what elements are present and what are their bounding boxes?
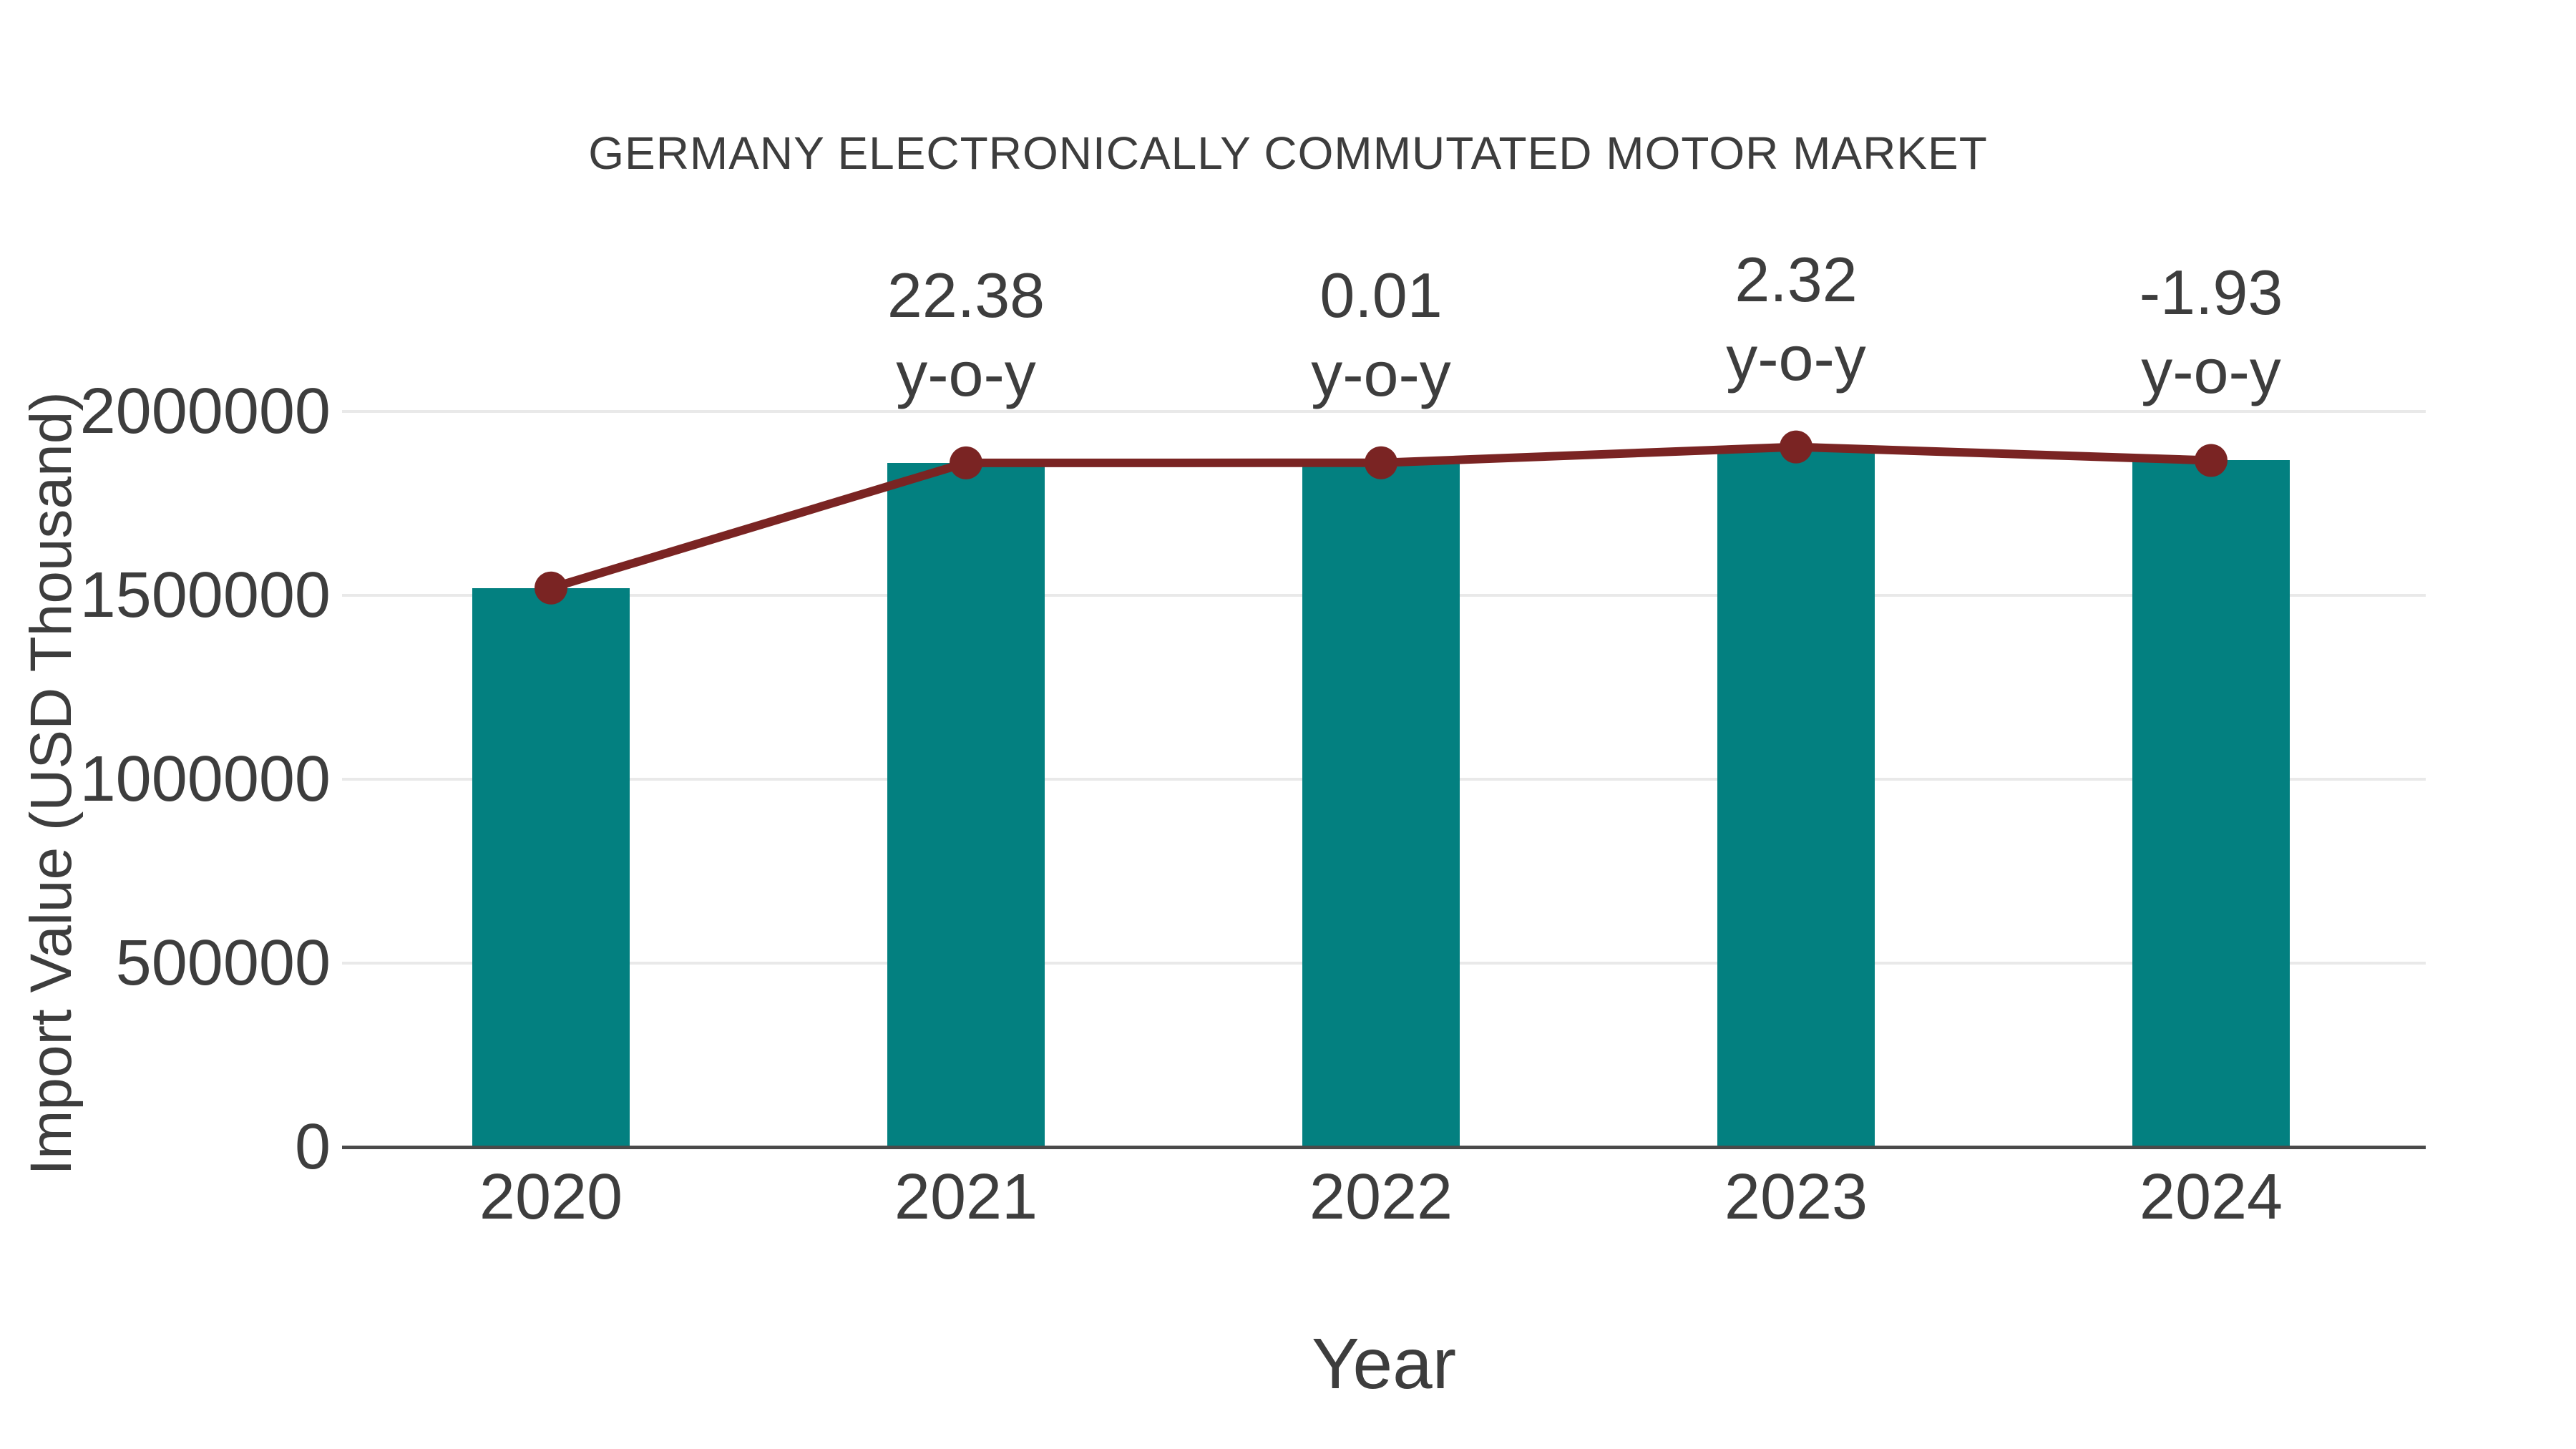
x-axis-line — [342, 1146, 2426, 1149]
chart-title: GERMANY ELECTRONICALLY COMMUTATED MOTOR … — [588, 127, 1988, 179]
annotation-suffix: y-o-y — [896, 338, 1036, 409]
y-tick-label: 2000000 — [79, 376, 331, 447]
annotation-suffix: y-o-y — [1726, 322, 1866, 394]
bar — [1302, 462, 1460, 1147]
bar — [1717, 447, 1875, 1147]
x-tick-label: 2023 — [1724, 1161, 1868, 1233]
data-point-marker — [535, 571, 567, 605]
x-tick-label: 2021 — [894, 1161, 1038, 1233]
data-point-marker — [2195, 444, 2228, 477]
bar — [2132, 460, 2290, 1147]
data-point-marker — [1365, 446, 1397, 479]
bar — [472, 587, 630, 1147]
annotation-suffix: y-o-y — [1311, 338, 1451, 409]
bar — [887, 462, 1045, 1147]
x-axis-title: Year — [1311, 1324, 1457, 1404]
x-tick-label: 2022 — [1309, 1161, 1453, 1233]
data-point-marker — [950, 446, 982, 479]
y-tick-label: 0 — [294, 1111, 331, 1183]
annotation-value: 0.01 — [1319, 259, 1443, 331]
annotation-value: -1.93 — [2139, 257, 2283, 328]
x-tick-label: 2020 — [479, 1161, 623, 1233]
grid-line — [342, 410, 2426, 413]
x-tick-label: 2024 — [2139, 1161, 2283, 1233]
annotation-suffix: y-o-y — [2141, 336, 2281, 407]
y-tick-label: 1000000 — [79, 743, 331, 815]
y-tick-label: 500000 — [115, 927, 331, 999]
y-tick-label: 1500000 — [79, 560, 331, 631]
data-point-marker — [1780, 430, 1813, 464]
annotation-value: 22.38 — [887, 259, 1045, 331]
annotation-value: 2.32 — [1735, 243, 1858, 315]
